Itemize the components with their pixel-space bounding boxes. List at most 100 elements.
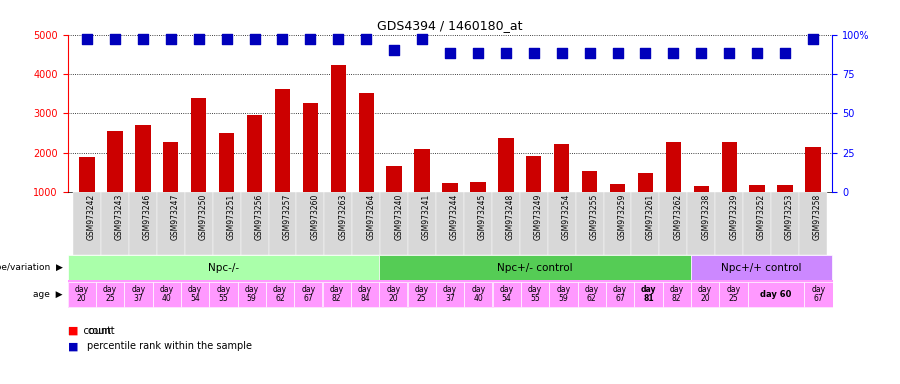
Bar (152, 282, 181, 306)
Text: GSM973252: GSM973252 (757, 194, 766, 240)
Text: day
55: day 55 (216, 285, 230, 303)
Bar (191, 98, 206, 231)
Bar (688, 192, 716, 255)
Bar (408, 282, 436, 306)
Bar (520, 192, 548, 255)
Bar (436, 282, 464, 306)
Text: Npc-/-: Npc-/- (208, 263, 238, 273)
Bar (379, 255, 691, 280)
Text: percentile rank within the sample: percentile rank within the sample (87, 341, 252, 351)
Bar (436, 192, 464, 255)
Text: GSM973246: GSM973246 (143, 194, 152, 240)
Bar (806, 147, 821, 231)
Bar (554, 144, 570, 231)
Point (582, 50, 597, 56)
Bar (576, 192, 604, 255)
Bar (662, 282, 691, 306)
Bar (240, 192, 268, 255)
Bar (324, 192, 352, 255)
Text: GSM973248: GSM973248 (506, 194, 515, 240)
Bar (442, 183, 458, 231)
Text: GSM973239: GSM973239 (729, 194, 738, 240)
Bar (351, 282, 379, 306)
Bar (748, 282, 805, 306)
Bar (470, 182, 486, 231)
Text: Npc+/- control: Npc+/- control (497, 263, 572, 273)
Bar (582, 171, 598, 231)
Bar (181, 282, 209, 306)
Text: day
25: day 25 (415, 285, 428, 303)
Bar (492, 192, 520, 255)
Bar (606, 282, 634, 306)
Text: day
55: day 55 (528, 285, 542, 303)
Text: GSM973258: GSM973258 (813, 194, 822, 240)
Point (331, 36, 346, 42)
Bar (274, 89, 290, 231)
Bar (68, 282, 95, 306)
Point (303, 36, 318, 42)
Bar (610, 184, 626, 231)
Bar (549, 282, 578, 306)
Text: day
67: day 67 (613, 285, 627, 303)
Bar (414, 149, 430, 231)
Bar (604, 192, 632, 255)
Bar (526, 156, 542, 231)
Text: day
40: day 40 (159, 285, 174, 303)
Point (610, 50, 625, 56)
Text: day
20: day 20 (698, 285, 712, 303)
Bar (632, 192, 660, 255)
Point (554, 50, 569, 56)
Bar (129, 192, 157, 255)
Point (806, 36, 820, 42)
Point (387, 47, 401, 53)
Text: day
82: day 82 (329, 285, 344, 303)
Bar (294, 282, 322, 306)
Point (164, 36, 178, 42)
Text: day
59: day 59 (556, 285, 571, 303)
Text: GSM973259: GSM973259 (617, 194, 626, 240)
Text: GSM973254: GSM973254 (562, 194, 571, 240)
Bar (163, 142, 178, 231)
Bar (73, 192, 101, 255)
Bar (499, 138, 514, 231)
Bar (358, 93, 374, 231)
Point (666, 50, 680, 56)
Point (778, 50, 792, 56)
Text: day
82: day 82 (670, 285, 684, 303)
Text: day
59: day 59 (245, 285, 258, 303)
Bar (805, 282, 832, 306)
Bar (771, 192, 799, 255)
Text: ■: ■ (68, 326, 78, 336)
Text: GSM973243: GSM973243 (115, 194, 124, 240)
Bar (135, 125, 150, 231)
Bar (492, 282, 521, 306)
Text: GSM973249: GSM973249 (534, 194, 543, 240)
Text: genotype/variation  ▶: genotype/variation ▶ (0, 263, 63, 272)
Bar (716, 192, 743, 255)
Bar (578, 282, 606, 306)
Bar (352, 192, 380, 255)
Bar (266, 282, 294, 306)
Text: day
54: day 54 (188, 285, 202, 303)
Point (248, 36, 262, 42)
Text: ■  count: ■ count (68, 326, 111, 336)
Bar (212, 192, 240, 255)
Point (275, 36, 290, 42)
Text: GSM973253: GSM973253 (785, 194, 794, 240)
Text: GSM973241: GSM973241 (422, 194, 431, 240)
Text: day
84: day 84 (358, 285, 372, 303)
Text: ■: ■ (68, 341, 78, 351)
Text: GSM973256: GSM973256 (255, 194, 264, 240)
Text: GSM973261: GSM973261 (645, 194, 654, 240)
Text: day
20: day 20 (386, 285, 400, 303)
Bar (322, 282, 351, 306)
Bar (722, 142, 737, 231)
Bar (219, 133, 234, 231)
Point (192, 36, 206, 42)
Text: day
81: day 81 (641, 285, 656, 303)
Text: GSM973244: GSM973244 (450, 194, 459, 240)
Point (722, 50, 736, 56)
Bar (184, 192, 212, 255)
Bar (157, 192, 184, 255)
Text: day
62: day 62 (273, 285, 287, 303)
